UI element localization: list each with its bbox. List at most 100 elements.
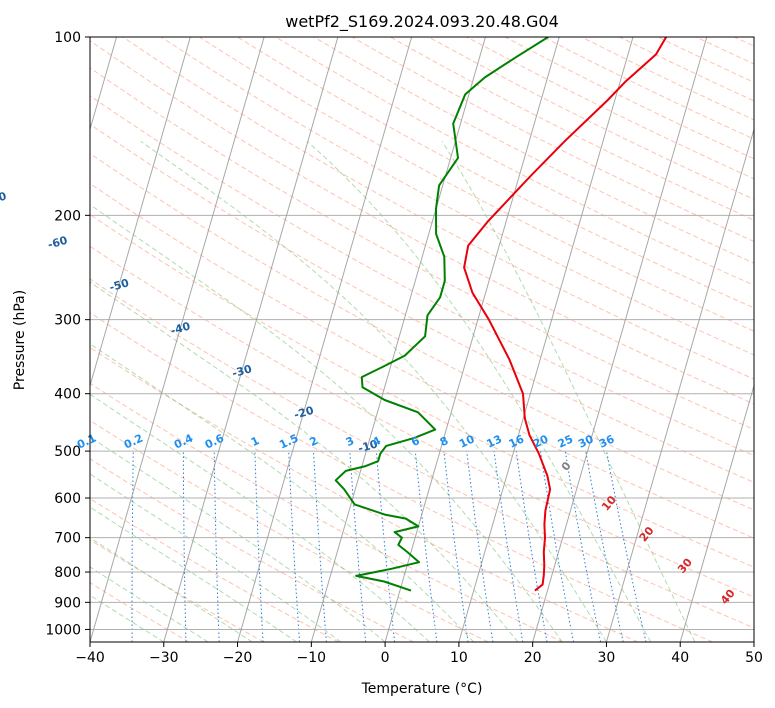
y-tick-label: 100 [54,30,81,46]
dry-adiabat-line [428,37,754,200]
y-tick-label: 400 [54,387,81,403]
isotherm-line [237,37,413,642]
pressure-gridlines [90,37,754,630]
y-tick-label: 1000 [45,622,81,638]
mixing-ratio-line [375,451,396,642]
moist-adiabat-line [90,537,253,642]
dry-adiabat-line [90,582,190,642]
mixing-ratio-line [443,451,469,642]
dry-adiabat-line [90,312,713,642]
mixing-ratio-line [349,451,367,642]
isotherm-line [310,37,486,642]
isotherm-label: -10 [357,437,380,455]
y-tick-label: 300 [54,313,81,329]
isotherm-line [458,37,634,642]
mixing-ratio-line [131,451,134,642]
isotherms [90,37,754,642]
y-tick-label: 200 [54,208,81,224]
chart-title: wetPf2_S169.2024.093.20.48.G04 [285,12,559,32]
mixing-ratio-label: 36 [597,432,617,450]
isotherm-line [90,37,265,642]
isotherm-line [384,37,560,642]
dry-adiabat-line [237,37,754,309]
isotherm-label: -50 [108,276,131,294]
dry-adiabat-line [351,37,754,242]
plot-frame [89,36,755,643]
dry-adiabat-line [90,182,754,539]
y-axis-ticks: 100 200 300 400 500 600 700 800 900 1000 [45,30,90,638]
mixing-ratio-line [493,451,524,642]
dry-adiabat-line [90,152,754,511]
y-tick-label: 500 [54,444,81,460]
mixing-ratio-label: 25 [556,432,575,450]
y-tick-label: 600 [54,491,81,507]
mixing-ratio-line [564,451,602,642]
moist-adiabats [90,140,696,642]
dry-adiabat-line [90,539,265,642]
x-tick-label: 20 [524,650,542,666]
mixing-ratio-line [82,451,87,642]
dry-adiabat-line [733,37,754,47]
dry-adiabat-line [275,37,754,286]
dry-adiabat-line [160,37,754,356]
isotherm-label: -70 [0,189,8,207]
y-tick-label: 900 [54,595,81,611]
mixing-ratio-label: 0.6 [203,431,226,451]
mixing-ratio-label: 13 [485,432,504,450]
x-tick-label: 50 [745,650,763,666]
x-tick-label: 40 [671,650,689,666]
dry-adiabat-line [90,346,639,642]
y-tick-label: 800 [54,565,81,581]
moist-adiabat-line [90,566,209,642]
y-axis-label: Pressure (hPa) [12,290,28,390]
isotherm-line [532,37,708,642]
isotherm-label: -30 [231,362,254,380]
x-tick-label: −10 [297,650,327,666]
mixing-ratio-line [515,451,548,642]
mixing-ratio-label: 30 [576,432,596,450]
isotherm-line [163,37,339,642]
x-tick-label: −20 [223,650,253,666]
mixing-ratio-label: 20 [531,432,551,450]
moist-adiabat-label: 30 [675,556,695,576]
temperature-profile-line [463,37,668,592]
mixing-ratio-line [585,451,624,642]
mixing-ratio-line [288,451,301,642]
mixing-ratio-label: 10 [457,432,477,450]
isotherm-line [605,127,754,642]
isotherm-label: -20 [292,404,315,422]
line-labels: -100-90-80-70-60-50-40-30-20-10010203040… [0,189,738,607]
dry-adiabat-line [90,278,754,629]
x-tick-label: 0 [381,650,390,666]
x-tick-label: −30 [149,650,179,666]
moist-adiabat-label: 40 [718,587,738,607]
mixing-ratio-line [540,451,574,642]
sounding-profiles [334,37,668,592]
y-tick-label: 700 [54,531,81,547]
mixing-ratio-label: 0.2 [122,432,145,452]
moist-adiabat-line [306,140,652,642]
dry-adiabat-line [90,458,414,642]
x-tick-label: −40 [75,650,105,666]
isotherm-line [753,640,754,642]
mixing-ratio-label: 16 [507,432,527,450]
x-axis-label: Temperature (°C) [361,681,483,697]
mixing-ratio-line [414,451,438,642]
x-axis-ticks: −40 −30 −20 −10 0 10 20 30 40 50 [75,642,763,666]
dry-adiabat-line [90,497,339,642]
dry-adiabat-line [90,382,564,642]
dry-adiabat-line [90,40,754,405]
dry-adiabat-line [198,37,754,332]
dry-adiabat-line [657,37,754,83]
isotherm-label: -40 [169,319,192,337]
mixing-ratio-line [466,451,494,642]
x-tick-label: 10 [450,650,468,666]
moist-adiabat-line [90,506,297,642]
dry-adiabat-line [122,37,754,380]
mixing-ratio-label: 0.4 [172,431,195,451]
isotherm-line [679,383,754,642]
dry-adiabat-line [619,37,754,102]
dry-adiabat-line [90,419,489,642]
isotherm-line [90,37,191,388]
